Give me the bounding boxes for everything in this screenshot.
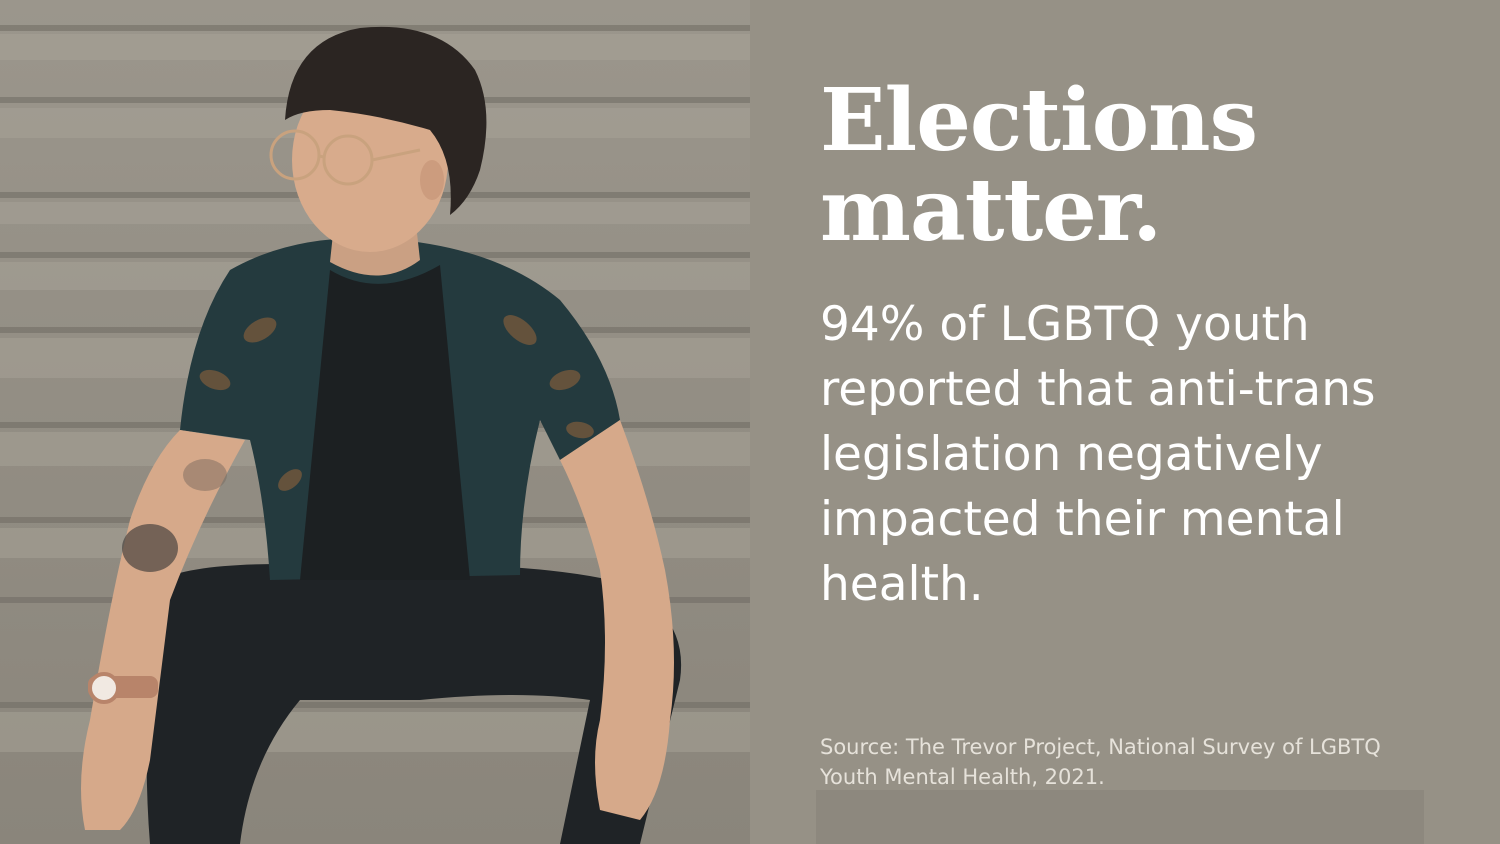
headline-line-1: Elections [820,70,1258,171]
headline: Elections matter. [820,76,1460,256]
text-panel: Elections matter. 94% of LGBTQ youth rep… [750,0,1500,844]
statistic-text: 94% of LGBTQ youth reported that anti-tr… [820,297,1376,612]
person-on-steps-photo [0,0,750,844]
person-figure [81,26,682,844]
decorative-strip [816,790,1424,844]
headline-line-2: matter. [820,160,1162,261]
glasses-icon [269,129,421,186]
source-citation: Source: The Trevor Project, National Sur… [820,735,1381,789]
